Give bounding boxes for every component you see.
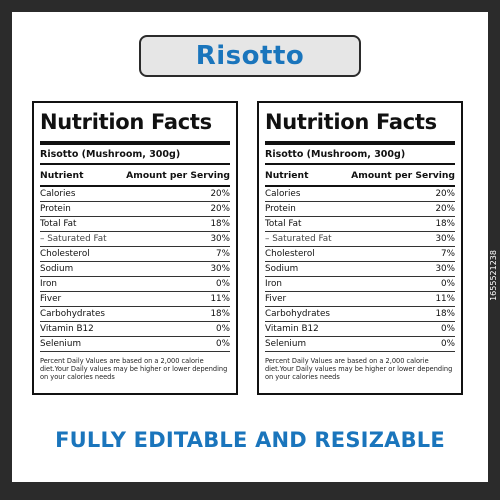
row-name: Protein [40, 204, 71, 214]
table-row: Iron 0% [265, 277, 455, 292]
table-row: Fiver 11% [40, 292, 230, 307]
table-row: Vitamin B12 0% [265, 322, 455, 337]
row-value: 0% [441, 339, 455, 349]
table-row: – Saturated Fat 30% [265, 232, 455, 247]
table-row: Cholesterol 7% [265, 247, 455, 262]
table-row: Calories 20% [265, 187, 455, 202]
table-row: Total Fat 18% [40, 217, 230, 232]
table-row: Sodium 30% [40, 262, 230, 277]
row-name: Sodium [265, 264, 299, 274]
tagline: FULLY EDITABLE AND RESIZABLE [55, 428, 445, 452]
row-name: Calories [265, 189, 301, 199]
col-nutrient: Nutrient [40, 169, 84, 181]
row-name: Iron [40, 279, 57, 289]
col-amount: Amount per Serving [126, 169, 230, 181]
table-row: Protein 20% [265, 202, 455, 217]
row-name: Calories [40, 189, 76, 199]
table-row: Selenium 0% [265, 337, 455, 352]
row-name: Fiver [265, 294, 287, 304]
title-box: Risotto [139, 35, 361, 77]
row-value: 0% [216, 324, 230, 334]
nutrition-panel-left: Nutrition Facts Risotto (Mushroom, 300g)… [32, 101, 238, 395]
divider-thick [265, 141, 455, 145]
row-value: 18% [435, 309, 455, 319]
row-value: 18% [210, 309, 230, 319]
table-row: Iron 0% [40, 277, 230, 292]
row-value: 11% [435, 294, 455, 304]
row-value: 18% [435, 219, 455, 229]
row-name: Cholesterol [265, 249, 315, 259]
row-name: Sodium [40, 264, 74, 274]
row-value: 20% [210, 189, 230, 199]
row-name: Selenium [265, 339, 307, 349]
serving-info: Risotto (Mushroom, 300g) [265, 149, 406, 160]
table-row: Carbohydrates 18% [265, 307, 455, 322]
row-name: Total Fat [265, 219, 302, 229]
page-title: Risotto [195, 41, 305, 71]
row-name: Selenium [40, 339, 82, 349]
row-value: 30% [210, 264, 230, 274]
nutrition-panel-right: Nutrition Facts Risotto (Mushroom, 300g)… [257, 101, 463, 395]
row-name: Vitamin B12 [265, 324, 319, 334]
row-value: 30% [435, 264, 455, 274]
table-row: Calories 20% [40, 187, 230, 202]
table-header: Nutrient Amount per Serving [40, 165, 230, 187]
divider [265, 163, 455, 165]
row-value: 0% [216, 279, 230, 289]
row-name: Total Fat [40, 219, 77, 229]
footnote: Percent Daily Values are based on a 2,00… [40, 357, 228, 381]
row-value: 0% [441, 324, 455, 334]
table-row: – Saturated Fat 30% [40, 232, 230, 247]
table-row: Carbohydrates 18% [40, 307, 230, 322]
nutrition-heading: Nutrition Facts [265, 110, 437, 134]
row-value: 30% [435, 234, 455, 244]
footnote: Percent Daily Values are based on a 2,00… [265, 357, 453, 381]
row-value: 0% [441, 279, 455, 289]
table-row: Vitamin B12 0% [40, 322, 230, 337]
row-name: Vitamin B12 [40, 324, 94, 334]
row-name: Carbohydrates [40, 309, 105, 319]
table-row: Fiver 11% [265, 292, 455, 307]
row-name: Carbohydrates [265, 309, 330, 319]
row-name: Iron [265, 279, 282, 289]
row-name: Fiver [40, 294, 62, 304]
col-nutrient: Nutrient [265, 169, 309, 181]
row-value: 18% [210, 219, 230, 229]
row-value: 7% [216, 249, 230, 259]
row-name: Protein [265, 204, 296, 214]
row-value: 7% [441, 249, 455, 259]
table-row: Sodium 30% [265, 262, 455, 277]
table-row: Cholesterol 7% [40, 247, 230, 262]
row-value: 20% [435, 204, 455, 214]
row-name: Cholesterol [40, 249, 90, 259]
nutrition-heading: Nutrition Facts [40, 110, 212, 134]
table-header: Nutrient Amount per Serving [265, 165, 455, 187]
row-value: 0% [216, 339, 230, 349]
table-row: Selenium 0% [40, 337, 230, 352]
row-value: 11% [210, 294, 230, 304]
row-name: – Saturated Fat [40, 234, 107, 244]
table-row: Protein 20% [40, 202, 230, 217]
row-value: 20% [435, 189, 455, 199]
row-name: – Saturated Fat [265, 234, 332, 244]
divider [40, 163, 230, 165]
table-row: Total Fat 18% [265, 217, 455, 232]
image-id: 1655521238 [489, 250, 498, 301]
serving-info: Risotto (Mushroom, 300g) [40, 149, 181, 160]
divider-thick [40, 141, 230, 145]
col-amount: Amount per Serving [351, 169, 455, 181]
row-value: 20% [210, 204, 230, 214]
row-value: 30% [210, 234, 230, 244]
